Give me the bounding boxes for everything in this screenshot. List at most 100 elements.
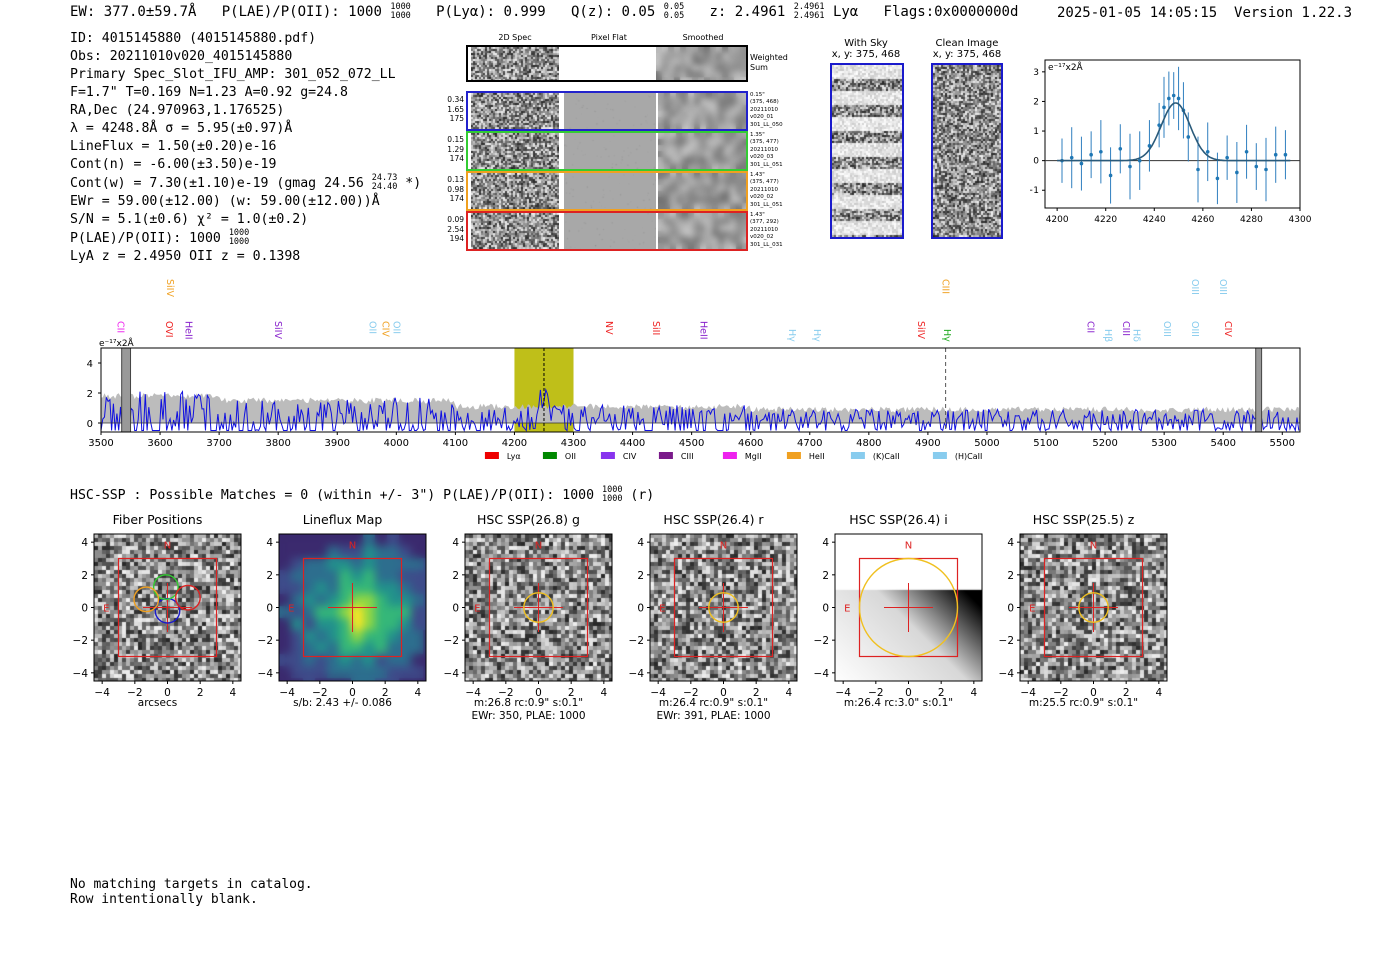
fit-data-point [1079,161,1084,166]
fit-data-point [1089,152,1093,157]
spec-y-tick-label: 2 [87,389,93,400]
hsc-x-tick-label: −2 [1053,687,1068,699]
legend-swatch [600,452,615,459]
info-plae: P(LAE)/P(OII): 1000 1000 1000 [70,228,250,247]
hsc-panel-title: HSC SSP(26.4) r [663,512,764,527]
emission-line-id: SiIV [272,321,283,339]
emission-line-id: CIV [380,321,391,337]
emission-line-id: SiIV [164,279,175,297]
hsc-y-tick-label: 0 [637,603,644,615]
hsc-y-tick-label: 4 [822,537,829,549]
fiber-circle [133,586,160,613]
fit-y-tick-label: −1 [1030,186,1039,196]
emission-line-name: SiIV [164,279,175,297]
hsc-y-tick-label: 0 [822,603,829,615]
emission-line-id: OIII [1189,279,1200,295]
spec-x-tick-label: 4100 [443,438,468,449]
cutout-meta: 1.35" [750,132,765,138]
info-obs: Obs: 20211010v020_4015145880 [70,49,293,64]
catalog-footer: No matching targets in catalog. Row inte… [70,877,313,907]
fit-data-point [1186,135,1191,139]
cutout-row-meta: 1.43" (377, 292) 20211010 v020_02 301_LL_031 [750,212,800,249]
info-ewr: EWr = 59.00(±12.00) (w: 59.00(±12.00))Å [70,194,380,209]
hsc-x-tick-label: −4 [835,687,851,699]
hsc-y-tick-label: −2 [444,635,459,647]
emission-line-name: Hβ [1102,329,1113,342]
emission-line-id: CIV [1222,321,1233,337]
hsc-x-tick-label: −2 [683,687,698,699]
emission-line-name: CIII [940,279,951,294]
info-contn: Cont(n) = -6.00(±3.50)e-19 [70,157,277,172]
cutout-image [471,173,559,209]
cutout-stat: 174 [449,194,464,203]
emission-line-name: CIV [380,321,391,337]
spec-x-tick-label: 5000 [974,438,999,449]
hsc-cutout-axes: N E 4 2 0 −2 −4 −4 −2 0 2 4 [444,533,613,699]
info-radec: RA,Dec (24.970963,1.176525) [70,103,285,118]
hsc-x-tick-label: 2 [382,687,389,699]
spec-y-tick-label: 4 [87,359,93,370]
ew-label: EW: 377.0±59.7Å [70,4,197,20]
compass-east: E [844,604,850,615]
cutout-meta: v020_03 [750,154,774,161]
qz-fraction: 0.05 0.05 [663,2,685,21]
hsc-y-tick-label: 4 [637,537,644,549]
cutout-stat: 0.15 [447,135,464,144]
clean-image-title: Clean Image [935,38,999,49]
qz-label: Q(z): 0.05 [570,4,656,20]
sum-smoothed [656,47,746,80]
hsc-x-tick-label: −2 [312,687,327,699]
cutout-image [471,213,559,249]
hsc-x-tick-label: −4 [279,687,295,699]
fit-data-point [1099,149,1103,154]
hsc-x-tick-label: 2 [197,687,204,699]
info-sn: S/N = 5.1(±0.6) χ² = 1.0(±0.2) [70,212,309,227]
compass-east: E [659,604,665,615]
cutout-image [564,93,656,129]
legend-label: MgII [745,452,762,461]
spec-x-tick-label: 3500 [88,438,113,449]
cutout-row-meta: 1.43" (375, 477) 20211010 v020_02 301_LL_051 [750,172,800,209]
hsc-panel: Fiber Positions N E 4 2 0 −2 −4 −4 −2 0 2 4 arcsecs [70,512,245,727]
hsc-panel: HSC SSP(26.4) i N E 4 2 0 −2 −4 −4 −2 0 2 4 m:26.4 … [811,512,986,727]
legend-label: (K)CaII [873,452,900,461]
hsc-x-tick-label: −2 [127,687,142,699]
emission-line-name: OIII [1189,321,1200,337]
spec-x-tick-label: 4000 [384,438,409,449]
header-bar: EW: 377.0±59.7Å P(LAE)/P(OII): 1000 1000… [70,3,1018,21]
spec-x-tick-label: 4200 [502,438,527,449]
spec-x-tick-label: 3800 [265,438,290,449]
legend-label: Lyα [507,452,521,461]
emission-line-id: Hγ [811,329,822,342]
hsc-x-tick-label: 0 [720,687,727,699]
hsc-cutout-axes: N E 4 2 0 −2 −4 −4 −2 0 2 4 [999,533,1168,699]
hsc-x-tick-label: 4 [229,687,236,699]
emission-line-name: CII [1084,321,1095,333]
plae-fraction: 1000 1000 [390,2,411,21]
cutout-row-stats: 0.09 2.54 194 [440,215,464,244]
cutout-meta: 20211010 [750,186,778,193]
emission-line-name: OVI [163,321,174,338]
spec-x-tick-label: 4900 [915,438,940,449]
version: Version 1.22.3 [1234,5,1353,21]
fit-data-point [1108,173,1113,178]
legend-swatch [484,452,499,459]
hsc-x-tick-label: 4 [414,687,421,699]
fit-gaussian-model [1057,102,1291,162]
hsc-y-tick-label: −2 [258,635,273,647]
emission-line-name: Hγ [811,329,822,342]
info-lineflux: LineFlux = 1.50(±0.20)e-16 [70,139,277,154]
hsc-x-tick-label: 2 [1123,687,1130,699]
hsc-panel: HSC SSP(26.4) r N E 4 2 0 −2 −4 −4 −2 0 2 4 m:26.4 … [626,512,801,727]
fit-x-tick-label: 4280 [1240,215,1263,225]
emission-line-name: CIII [1120,321,1131,336]
emission-line-name: Hγ [786,329,797,342]
hsc-cutout-axes: N E 4 2 0 −2 −4 −4 −2 0 2 4 [814,533,983,699]
fit-data-point [1157,123,1161,127]
spec-x-tick-label: 5300 [1151,438,1176,449]
legend-label: (H)CaII [955,452,982,461]
cutout-row-stats: 0.13 0.98 174 [440,175,464,204]
cutout-meta: (375, 477) [750,139,779,146]
spec-x-tick-label: 4300 [561,438,586,449]
emission-line-name: HeII [182,321,193,340]
